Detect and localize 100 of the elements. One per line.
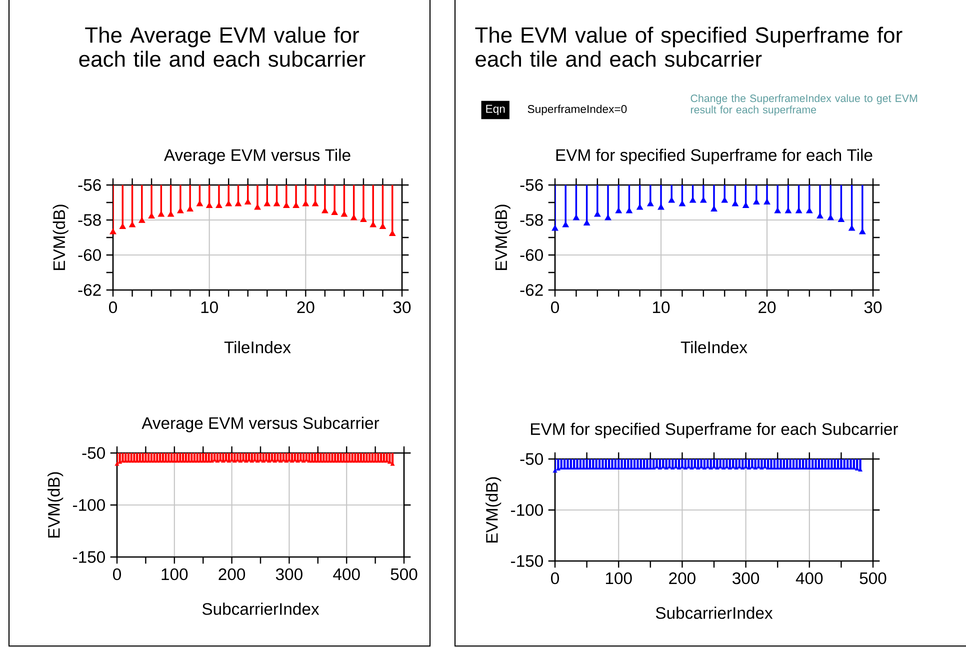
x-tick-label: 30 [864, 301, 882, 314]
x-tick-label: 10 [653, 301, 670, 314]
point [806, 208, 813, 214]
y-tick-label: -60 [520, 249, 543, 261]
x-axis-title: TileIndex [224, 340, 291, 354]
y-tick-label: -58 [520, 214, 543, 226]
point [360, 216, 367, 222]
chart-title: Average EVM versus Subcarrier [142, 416, 380, 432]
point [859, 228, 866, 234]
x-tick-label: 200 [218, 568, 246, 580]
point [584, 220, 590, 226]
y-tick-label: -58 [78, 214, 101, 226]
y-axis-title: EVM(dB) [494, 204, 510, 270]
point [753, 198, 760, 204]
y-tick-label: -150 [73, 551, 105, 563]
point [196, 200, 203, 206]
y-tick-label: -56 [520, 179, 543, 191]
point [389, 230, 396, 236]
x-tick-label: 100 [162, 568, 188, 580]
point [742, 202, 750, 208]
x-tick-label: 100 [606, 572, 632, 584]
y-tick-label: -50 [520, 453, 543, 465]
y-tick-label: -100 [511, 504, 543, 516]
x-tick-label: 0 [109, 301, 117, 314]
point [302, 200, 309, 206]
point [668, 197, 675, 203]
x-tick-label: 30 [393, 301, 411, 314]
point [168, 211, 174, 217]
point [379, 223, 386, 230]
y-tick-label: -62 [520, 284, 543, 296]
point [254, 204, 261, 210]
x-axis-title: SubcarrierIndex [202, 602, 320, 615]
point [370, 222, 376, 228]
y-tick-label: -62 [78, 284, 101, 296]
point [700, 197, 707, 203]
point [340, 211, 348, 217]
x-tick-label: 400 [796, 572, 823, 584]
point [177, 208, 184, 214]
text: SuperframeIndex=0 [528, 104, 627, 116]
point [206, 202, 213, 208]
x-tick-label: 500 [860, 572, 886, 584]
point [562, 222, 569, 228]
point [647, 200, 654, 206]
x-tick-label: 20 [758, 301, 776, 314]
text: Change the SuperframeIndex value to get EVM result for each superframe [690, 94, 918, 116]
point [158, 211, 164, 217]
y-axis-title: EVM(dB) [52, 204, 68, 270]
y-tick-label: -60 [78, 249, 101, 261]
point [572, 214, 580, 220]
chart-title: EVM for specified Superframe for each Tile [556, 148, 872, 164]
point [658, 204, 664, 210]
point [690, 197, 696, 203]
point [604, 214, 612, 220]
x-tick-label: 200 [669, 572, 696, 584]
x-tick-label: 0 [551, 572, 559, 584]
point [283, 202, 290, 208]
point [292, 202, 300, 208]
point [110, 228, 116, 234]
chart-title: EVM for specified Superframe for each Subcarrier [531, 422, 898, 438]
point [774, 208, 781, 214]
y-axis-title: EVM(dB) [48, 472, 64, 538]
point [678, 200, 686, 206]
point [796, 208, 802, 214]
point [331, 209, 338, 216]
chart-title: Average EVM versus Tile [164, 148, 350, 164]
point [234, 200, 242, 206]
point [784, 208, 792, 214]
point [350, 214, 358, 220]
point [710, 206, 718, 212]
point [129, 222, 136, 228]
x-tick-label: 500 [390, 568, 418, 580]
point [322, 208, 328, 214]
x-tick-label: 20 [297, 301, 314, 314]
point [148, 212, 155, 218]
point [264, 200, 270, 206]
text: The Average EVM value for each tile and each subcarrier [79, 26, 366, 67]
x-axis-title: TileIndex [680, 340, 748, 354]
y-tick-label: -100 [73, 499, 105, 511]
point [552, 225, 558, 231]
point [273, 200, 280, 206]
point [244, 198, 252, 204]
text: The EVM value of specified Superframe for each tile and each subcarrier [475, 26, 902, 67]
point [186, 206, 194, 212]
point [312, 200, 319, 206]
point [721, 197, 728, 203]
y-tick-label: -56 [78, 179, 101, 191]
y-tick-label: -50 [82, 447, 105, 459]
point [636, 204, 644, 210]
x-tick-label: 400 [333, 568, 360, 580]
point [827, 214, 834, 220]
point [816, 212, 824, 218]
y-axis-title: EVM(dB) [486, 477, 502, 542]
point [216, 202, 222, 208]
point [225, 200, 232, 206]
x-tick-label: 300 [276, 568, 302, 580]
point [838, 216, 844, 222]
point [119, 223, 126, 230]
point [732, 200, 738, 206]
x-tick-label: 0 [551, 301, 559, 314]
point [764, 198, 770, 204]
